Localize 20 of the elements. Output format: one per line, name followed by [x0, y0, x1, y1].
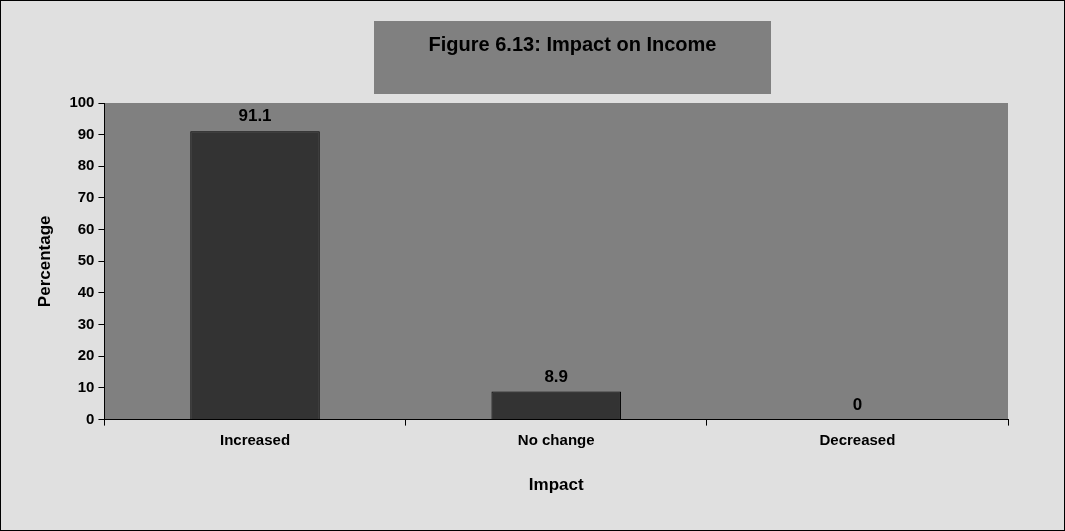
x-axis-title: Impact — [528, 475, 584, 495]
y-tick-label: 60 — [77, 219, 95, 237]
x-tick-label: Increased — [220, 430, 291, 448]
y-tick-label: 10 — [77, 378, 95, 396]
y-axis-title: Percentage — [34, 215, 54, 308]
x-tick-label: No change — [517, 430, 595, 448]
y-tick-label: 80 — [77, 156, 95, 174]
y-tick-label: 50 — [77, 251, 95, 269]
data-label: 8.9 — [544, 366, 569, 386]
data-label: 91.1 — [238, 106, 272, 126]
x-tick-label: Decreased — [819, 430, 896, 448]
y-tick-label: 0 — [86, 409, 95, 427]
y-tick-label: 40 — [77, 283, 95, 301]
y-tick-label: 90 — [77, 124, 95, 142]
y-tick-label: 70 — [77, 188, 95, 206]
y-tick-label: 30 — [77, 314, 95, 332]
chart-title: Figure 6.13: Impact on Income — [374, 21, 771, 94]
y-tick-label: 20 — [77, 346, 95, 364]
data-label: 0 — [852, 394, 863, 414]
y-tick-label: 100 — [69, 93, 95, 111]
